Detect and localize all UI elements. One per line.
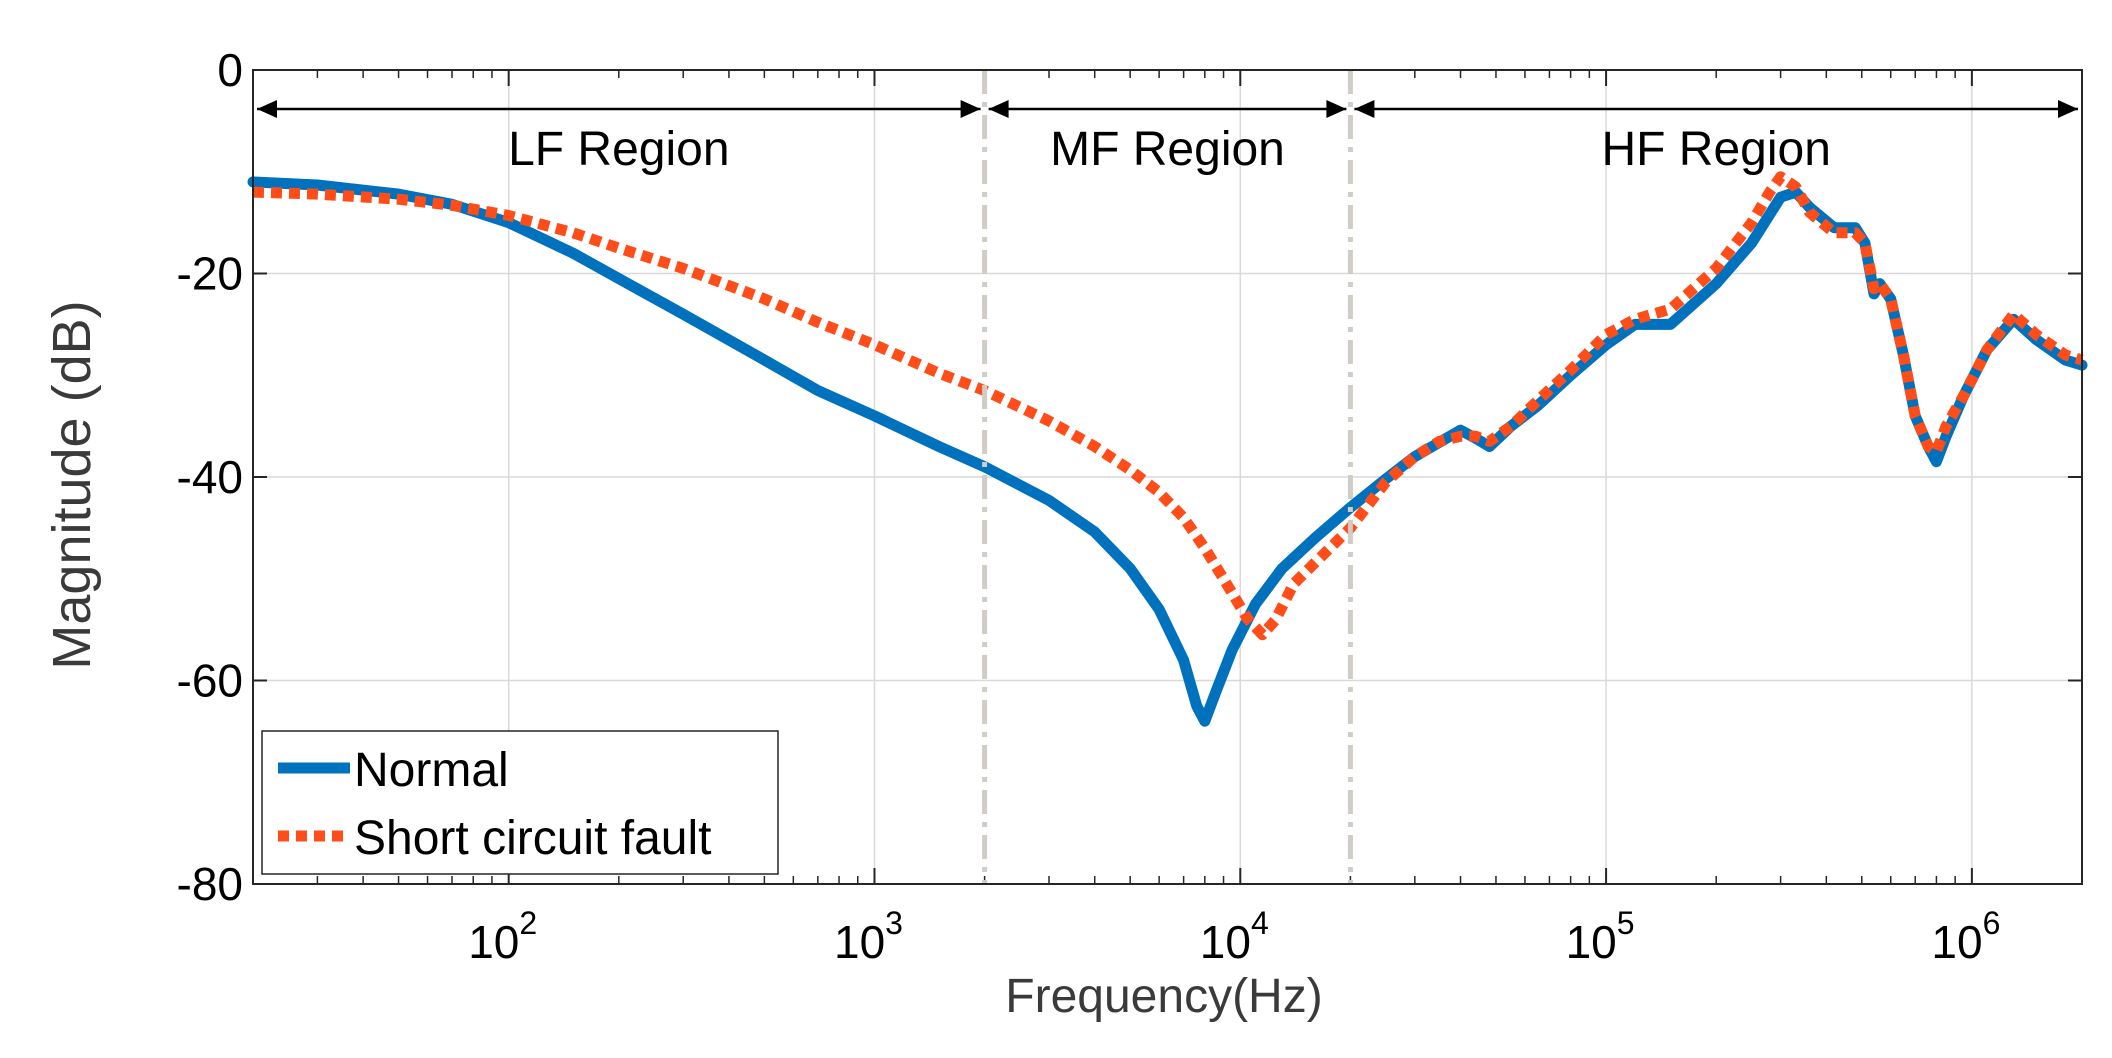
y-tick-label: -20 bbox=[177, 248, 243, 300]
y-tick-label: -60 bbox=[177, 655, 243, 707]
region-arrow-head-right bbox=[1326, 100, 1347, 118]
series-line-short-circuit-fault bbox=[252, 171, 2084, 641]
legend-label-fault: Short circuit fault bbox=[354, 812, 711, 865]
legend: Normal Short circuit fault bbox=[261, 730, 779, 875]
x-tick-label: 104 bbox=[1200, 905, 1269, 968]
grid-lines bbox=[253, 70, 2082, 884]
x-axis-title: Frequency(Hz) bbox=[1005, 970, 1322, 1023]
series-line-normal bbox=[247, 176, 2088, 727]
x-axis-ticks: 102 103 104 105 106 bbox=[468, 70, 2000, 968]
region-arrow-head-left bbox=[257, 100, 277, 118]
legend-box bbox=[261, 730, 779, 875]
region-arrow-head-right bbox=[960, 100, 981, 118]
region-dividers bbox=[982, 70, 1353, 884]
region-arrow-head-left bbox=[1354, 100, 1375, 118]
y-tick-label: 0 bbox=[217, 44, 243, 96]
x-tick-label: 103 bbox=[834, 905, 903, 968]
y-axis-title: Magnitude (dB) bbox=[42, 300, 102, 669]
x-tick-label: 106 bbox=[1931, 905, 2000, 968]
region-arrow-head-left bbox=[988, 100, 1009, 118]
region-label: MF Region bbox=[1050, 123, 1285, 176]
region-arrow-head-right bbox=[2058, 100, 2078, 118]
y-axis-ticks: 0 -20 -40 -60 -80 bbox=[177, 44, 2082, 910]
region-label: HF Region bbox=[1601, 123, 1830, 176]
y-tick-label: -40 bbox=[177, 451, 243, 503]
series-lines bbox=[247, 171, 2088, 727]
x-tick-label: 102 bbox=[468, 905, 537, 968]
x-tick-label: 105 bbox=[1566, 905, 1635, 968]
region-label: LF Region bbox=[508, 123, 729, 176]
y-tick-label: -80 bbox=[177, 858, 243, 910]
legend-label-normal: Normal bbox=[354, 744, 509, 797]
region-annotations: LF Region MF Region HF Region bbox=[257, 100, 2078, 176]
